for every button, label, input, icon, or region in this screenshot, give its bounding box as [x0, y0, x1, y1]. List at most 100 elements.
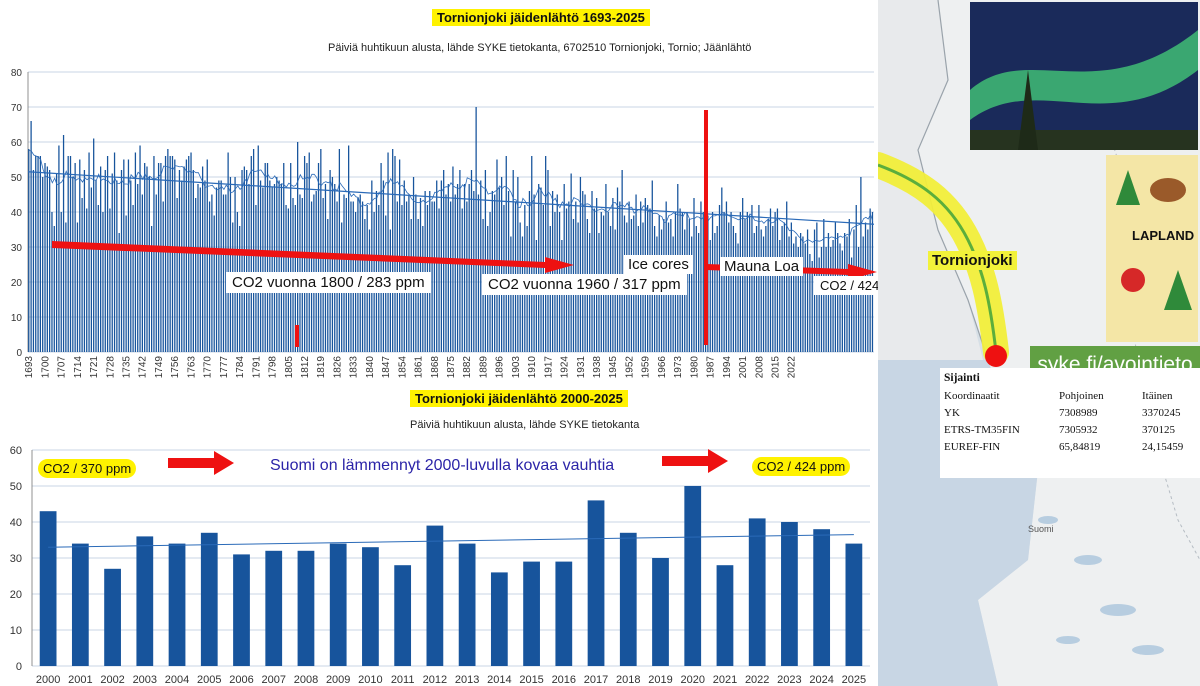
top-x-tick-label: 1917: [543, 356, 554, 379]
top-bar: [850, 257, 853, 352]
top-bar: [755, 226, 758, 352]
top-bar: [758, 205, 760, 352]
bottom-bar: [297, 550, 315, 666]
top-bar: [120, 170, 123, 352]
top-bar: [331, 177, 334, 352]
top-bar: [371, 180, 373, 352]
top-bar: [234, 177, 236, 352]
top-x-tick-label: 1763: [186, 356, 197, 379]
top-bar: [556, 194, 558, 352]
bottom-x-tick-label: 2003: [133, 674, 157, 686]
bottom-x-tick-label: 2023: [777, 674, 801, 686]
top-bar: [447, 184, 449, 352]
top-bar: [30, 121, 32, 352]
bottom-x-tick-label: 2020: [680, 674, 704, 686]
co2-end-label: CO2 / 424 ppm: [752, 457, 851, 476]
top-bar: [49, 170, 51, 352]
top-bar: [204, 180, 206, 352]
top-bar: [134, 152, 137, 352]
top-y-tick-label: 10: [11, 313, 23, 324]
table-cell: EUREF-FIN: [944, 441, 1001, 453]
top-bar: [97, 205, 99, 352]
bottom-x-tick-label: 2011: [391, 674, 415, 686]
top-bar: [88, 152, 90, 352]
top-bar: [535, 240, 538, 352]
top-bar: [44, 163, 46, 352]
top-bar: [825, 247, 827, 352]
top-bar: [561, 240, 563, 352]
bottom-bar: [716, 565, 734, 666]
top-bar: [264, 163, 266, 352]
red-arrow-left: [168, 451, 234, 475]
co2-start-label: CO2 / 370 ppm: [38, 459, 137, 478]
top-bar: [860, 177, 862, 352]
top-y-tick-label: 70: [11, 103, 23, 114]
top-bar: [463, 184, 466, 352]
top-bar: [257, 145, 259, 352]
top-x-tick-label: 1896: [495, 356, 506, 379]
top-bar: [141, 194, 143, 352]
top-x-tick-label: 1854: [397, 356, 408, 379]
top-bar: [716, 226, 718, 352]
top-bar: [192, 170, 194, 352]
top-bar: [65, 222, 67, 352]
top-bar: [95, 180, 97, 352]
top-bar: [39, 156, 42, 352]
bottom-bar: [748, 518, 766, 666]
top-bar: [338, 149, 341, 352]
bottom-y-tick-label: 60: [10, 445, 22, 457]
aurora-photo: [970, 2, 1198, 150]
top-bar: [162, 201, 164, 352]
table-cell: 370125: [1142, 424, 1175, 436]
bottom-bar: [136, 536, 154, 666]
bottom-bar: [490, 572, 508, 666]
top-bar: [772, 226, 774, 352]
top-bar: [113, 152, 116, 352]
top-bar: [709, 240, 711, 352]
bottom-x-tick-label: 2013: [455, 674, 479, 686]
top-bar: [269, 180, 271, 352]
top-bar: [579, 177, 582, 352]
top-x-tick-label: 2015: [771, 356, 782, 379]
bottom-bar: [71, 543, 89, 666]
top-bar: [58, 145, 60, 352]
top-bar: [412, 177, 415, 352]
top-bar: [130, 180, 132, 352]
top-bar: [438, 208, 440, 352]
top-bar: [461, 208, 463, 352]
top-bar: [169, 156, 171, 352]
top-y-tick-label: 30: [11, 243, 23, 254]
top-x-tick-label: 1987: [706, 356, 717, 379]
top-bar: [776, 208, 779, 352]
top-bar: [72, 177, 74, 352]
top-bar: [329, 170, 331, 352]
top-bar: [74, 163, 76, 352]
annotation-co2-1800: CO2 vuonna 1800 / 283 ppm: [226, 272, 431, 293]
top-bar: [424, 191, 426, 352]
top-x-tick-label: 2001: [738, 356, 749, 379]
bottom-bar: [426, 525, 444, 666]
top-x-tick-label: 1973: [673, 356, 684, 379]
top-x-tick-label: 1889: [478, 356, 489, 379]
bottom-chart-x-axis: 2000 2001 2002 2003 2004 2005 2006 2007 2008 2009…: [36, 674, 866, 686]
bottom-bar: [458, 543, 476, 666]
top-chart-y-axis: 0 10 20 30 40 50 60 70 80: [11, 68, 29, 359]
top-y-tick-label: 0: [16, 348, 22, 359]
top-bar: [83, 170, 86, 352]
bottom-chart-title: Tornionjoki jäidenlähtö 2000-2025: [410, 390, 628, 407]
bottom-y-tick-label: 20: [10, 589, 22, 601]
bottom-x-tick-label: 2019: [648, 674, 672, 686]
top-bar: [243, 166, 245, 352]
top-bar: [297, 142, 299, 352]
lapland-text: LAPLAND: [1132, 228, 1195, 243]
top-bar: [171, 156, 174, 352]
top-bar: [116, 180, 118, 352]
annotation-ice-cores: Ice cores: [624, 255, 693, 274]
top-bar: [262, 187, 264, 352]
top-bar: [148, 177, 150, 352]
top-bar: [246, 170, 248, 352]
table-cell: ETRS-TM35FIN: [944, 424, 1020, 436]
top-bar: [496, 159, 498, 352]
top-bar: [157, 163, 160, 352]
top-bar: [324, 184, 327, 352]
